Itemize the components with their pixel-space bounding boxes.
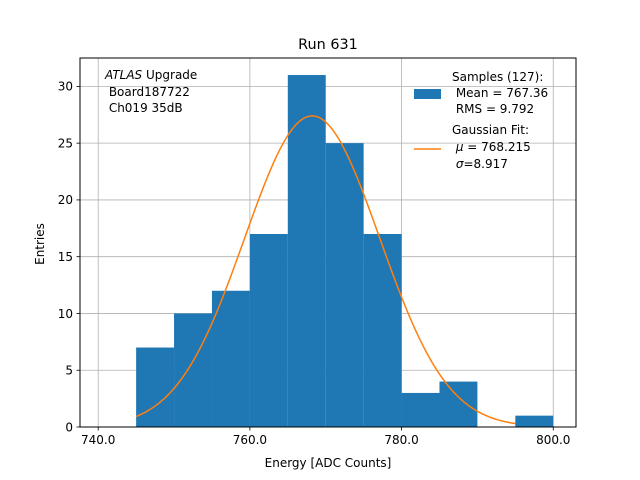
atlas-annotation: ATLAS Upgrade Board187722 Ch019 35dB (104, 68, 197, 115)
y-tick-label-4: 20 (58, 193, 73, 207)
annotation-line-3: Ch019 35dB (105, 101, 183, 115)
histogram-bar-4 (287, 75, 326, 428)
histogram-bar-6 (363, 233, 402, 427)
histogram-bar-2 (211, 290, 250, 427)
y-tick-label-6: 30 (58, 80, 73, 94)
chart-title: Run 631 (298, 37, 358, 53)
legend-mu-symbol: μ (455, 140, 464, 154)
x-tick-label-2: 780.0 (384, 433, 418, 447)
y-tick-label-0: 0 (65, 420, 73, 434)
annotation-upgrade: Upgrade (142, 68, 197, 82)
histogram-bar-5 (325, 143, 364, 427)
y-axis-label: Entries (33, 223, 47, 265)
legend-fit-mu: μ = 768.215 (452, 140, 531, 154)
legend-sigma-symbol: σ (456, 157, 464, 171)
histogram-bar-8 (439, 381, 478, 427)
legend: Samples (127): Mean = 767.36 RMS = 9.792… (414, 70, 548, 171)
legend-fit-title: Gaussian Fit: (452, 123, 529, 137)
histogram-bar-7 (401, 392, 440, 427)
legend-samples-title: Samples (127): (452, 70, 543, 84)
legend-samples-mean: Mean = 767.36 (452, 86, 548, 100)
axis-ticks: 740.0 760.0 780.0 800.0 0 5 10 15 20 25 30 (58, 80, 571, 447)
histogram-bars (136, 75, 554, 428)
x-tick-label-3: 800.0 (536, 433, 570, 447)
x-tick-label-1: 760.0 (233, 433, 267, 447)
annotation-atlas-italic: ATLAS (104, 68, 143, 82)
annotation-line-1: ATLAS Upgrade (104, 68, 197, 82)
histogram-bar-1 (174, 313, 212, 427)
gaussian-fit-curve (135, 115, 516, 425)
legend-samples-rms: RMS = 9.792 (452, 102, 534, 116)
annotation-line-2: Board187722 (105, 85, 190, 99)
x-tick-label-0: 740.0 (81, 433, 115, 447)
x-axis-label: Energy [ADC Counts] (265, 456, 392, 470)
histogram-bar-10 (515, 415, 554, 427)
histogram-bar-0 (136, 347, 175, 427)
legend-fit-sigma: σ=8.917 (452, 157, 508, 171)
axes-frame (79, 57, 577, 428)
legend-mu-value: = 768.215 (463, 140, 530, 154)
y-tick-label-5: 25 (58, 136, 73, 150)
fit-layer (135, 115, 516, 425)
y-tick-label-2: 10 (58, 307, 73, 321)
legend-samples-swatch (414, 89, 441, 99)
y-tick-label-3: 15 (58, 250, 73, 264)
y-tick-label-1: 5 (65, 364, 73, 378)
histogram-bar-3 (249, 233, 288, 427)
legend-sigma-value: =8.917 (463, 157, 507, 171)
